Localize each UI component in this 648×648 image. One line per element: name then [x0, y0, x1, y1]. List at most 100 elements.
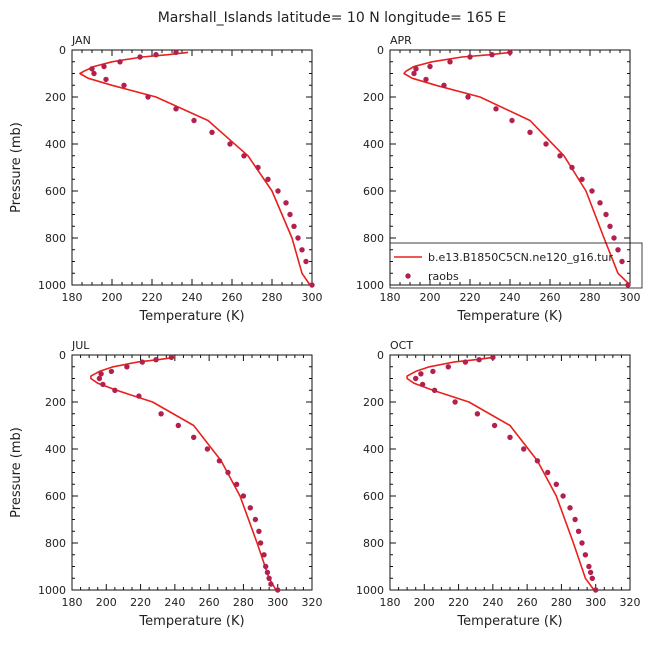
panel-jul-label: JUL	[71, 339, 90, 352]
oct-raob-point	[413, 375, 419, 382]
jul-raob-point	[98, 371, 104, 377]
x-tick-label: 240	[182, 291, 203, 304]
oct-raob-point	[507, 434, 513, 440]
jul-raob-point	[261, 552, 267, 558]
jul-raob-point	[158, 411, 164, 417]
x-tick-label: 260	[540, 291, 561, 304]
jul-raob-point	[168, 354, 175, 361]
jul-raob-point	[233, 481, 240, 487]
jul-raob-point	[96, 375, 103, 382]
x-tick-label: 200	[414, 596, 435, 609]
y-tick-label: 200	[45, 91, 66, 104]
y-tick-label: 0	[377, 349, 384, 362]
oct-raob-point	[572, 516, 578, 523]
panel-oct-ticks: 180 200 220 240 260 280 300 320 0 200 400 600 800 100…	[356, 349, 641, 609]
panel-jul-ylabel: Pressure (mb)	[9, 427, 24, 518]
jan-raob-point	[91, 70, 97, 77]
x-tick-label: 280	[262, 291, 283, 304]
jul-raob-point	[266, 575, 272, 581]
x-tick-label: 320	[302, 596, 323, 609]
apr-raob-point	[427, 63, 433, 70]
y-tick-label: 0	[59, 349, 66, 362]
jan-raob-point	[145, 94, 151, 100]
jan-raob-point	[153, 52, 159, 58]
legend: b.e13.B1850C5CN.ne120_g16.tur raobs	[389, 242, 643, 289]
x-tick-label: 180	[62, 291, 83, 304]
jul-raob-point	[112, 387, 118, 393]
oct-raob-point	[521, 446, 527, 452]
jul-raob-point	[204, 446, 211, 452]
x-tick-label: 220	[142, 291, 163, 304]
apr-raob-point	[619, 258, 625, 265]
jul-raob-point	[139, 359, 145, 365]
panel-apr: APR Temperature (K) 180 200 220 240 260 280 30…	[356, 34, 641, 324]
jul-raob-point	[264, 569, 271, 576]
y-tick-label: 1000	[38, 584, 66, 597]
y-tick-label: 200	[45, 396, 66, 409]
y-tick-label: 600	[45, 185, 66, 198]
x-tick-label: 220	[448, 596, 469, 609]
x-tick-label: 280	[580, 291, 601, 304]
jan-raob-point	[241, 153, 247, 159]
jul-raob-point	[100, 381, 106, 388]
oct-raob-point	[452, 399, 458, 405]
oct-raob-point	[593, 587, 599, 593]
panel-jul-xlabel: Temperature (K)	[138, 614, 244, 629]
panel-jul: JUL Temperature (K) Pressure (mb) 180 200…	[9, 339, 323, 629]
panel-jan-xlabel: Temperature (K)	[138, 309, 244, 324]
apr-raob-point	[603, 211, 609, 218]
oct-raob-point	[560, 493, 566, 499]
y-tick-label: 400	[363, 138, 384, 151]
apr-raob-point	[411, 70, 417, 77]
oct-raob-point	[491, 422, 498, 429]
jan-raob-point	[121, 82, 127, 89]
oct-raob-point	[431, 387, 438, 393]
jan-raob-point	[117, 59, 123, 65]
jan-raob-point	[103, 76, 109, 83]
y-tick-label: 800	[45, 232, 66, 245]
apr-raob-point	[467, 54, 473, 60]
oct-raob-point	[586, 563, 592, 570]
panel-jan-ticks: 180 200 220 240 260 280 300 0 200 400 600 800 1000	[38, 44, 323, 304]
y-tick-label: 600	[45, 490, 66, 503]
apr-raob-point	[607, 223, 613, 229]
apr-raob-point	[413, 66, 419, 72]
x-tick-label: 280	[233, 596, 254, 609]
apr-raob-point	[465, 94, 471, 100]
y-tick-label: 800	[363, 537, 384, 550]
jul-raob-point	[136, 393, 142, 399]
x-tick-label: 300	[302, 291, 323, 304]
jul-raob-point	[275, 587, 281, 593]
x-tick-label: 320	[620, 596, 641, 609]
x-tick-label: 180	[380, 291, 401, 304]
jan-model-line	[79, 51, 311, 286]
jan-raob-point	[255, 164, 261, 171]
jul-raob-point	[263, 563, 269, 570]
y-tick-label: 600	[363, 490, 384, 503]
apr-raob-point	[441, 82, 447, 89]
panel-oct-marks	[406, 354, 599, 593]
apr-raob-point	[569, 164, 575, 171]
jan-raob-point	[309, 282, 315, 288]
legend-obs-label: raobs	[428, 270, 459, 283]
x-tick-label: 200	[102, 291, 123, 304]
oct-raob-point	[419, 381, 426, 388]
x-tick-label: 300	[267, 596, 288, 609]
x-tick-label: 240	[164, 596, 185, 609]
apr-raob-point	[527, 129, 533, 135]
legend-point-swatch	[405, 273, 411, 279]
apr-raob-point	[611, 235, 617, 241]
y-tick-label: 400	[45, 443, 66, 456]
legend-model-label: b.e13.B1850C5CN.ne120_g16.tur	[428, 251, 613, 264]
jul-raob-point	[216, 458, 223, 464]
oct-raob-point	[490, 354, 496, 361]
jan-raob-point	[173, 106, 179, 112]
x-tick-label: 220	[130, 596, 151, 609]
jul-model-line	[90, 356, 277, 591]
oct-raob-point	[474, 411, 481, 417]
jul-raob-point	[175, 422, 181, 429]
panel-oct: OCT Temperature (K) 180 200 220 240 260 280 30…	[356, 339, 641, 629]
y-tick-label: 200	[363, 396, 384, 409]
jul-raob-point	[124, 364, 130, 370]
jul-raob-point	[191, 434, 197, 440]
